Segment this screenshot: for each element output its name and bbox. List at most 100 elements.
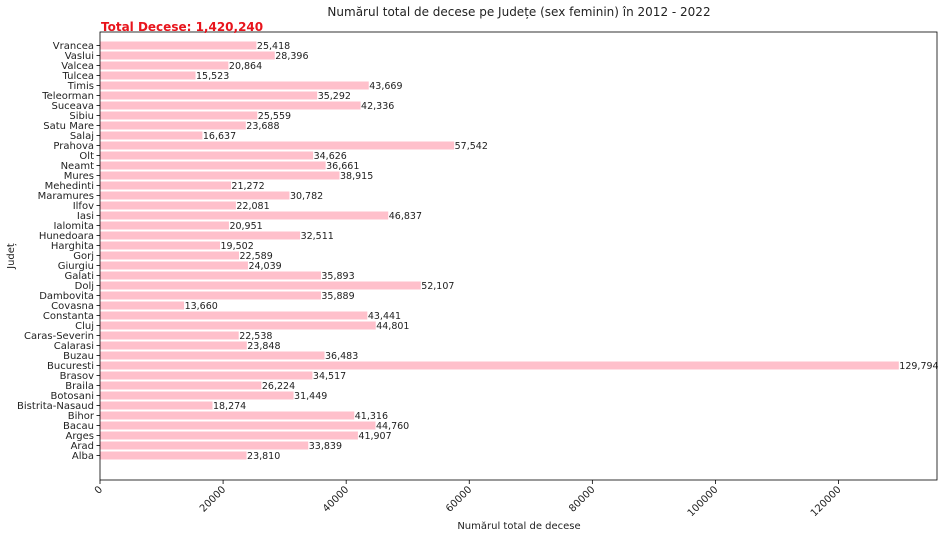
value-label: 44,760 [376,421,409,432]
y-tick-label: Braila [65,381,94,392]
x-tick-label: 40000 [321,484,351,514]
value-label: 18,274 [213,401,246,412]
value-label: 23,848 [247,341,280,352]
bar-cluj [100,321,376,330]
y-tick-label: Caras-Severin [24,331,94,342]
y-tick-label: Bacau [63,421,94,432]
value-label: 20,951 [229,221,262,232]
bar-caras-severin [100,331,239,340]
bar-giurgiu [100,261,248,270]
bar-bucuresti [100,361,899,370]
y-tick-label: Vaslui [65,51,94,62]
y-tick-label: Sibiu [69,111,94,122]
y-tick-label: Iasi [77,211,94,222]
y-tick-label: Prahova [53,141,94,152]
y-tick-label: Vrancea [53,41,94,52]
bar-hunedoara [100,231,301,240]
value-label: 32,511 [301,231,334,242]
bar-bistrita-nasaud [100,401,213,410]
bar-arges [100,431,358,440]
y-tick-label: Dolj [75,281,94,292]
bar-sibiu [100,111,258,120]
value-label: 25,418 [257,41,290,52]
value-label: 23,810 [247,451,280,462]
y-tick-label: Alba [72,451,94,462]
value-label: 24,039 [248,261,281,272]
value-label: 21,272 [231,181,264,192]
value-label: 31,449 [294,391,327,402]
total-annotation: Total Decese: 1,420,240 [101,20,263,34]
bar-iasi [100,211,389,220]
bar-vrancea [100,41,257,50]
value-label: 43,441 [368,311,401,322]
y-tick-label: Galati [65,271,94,282]
value-label: 129,794 [899,361,938,372]
value-label: 33,839 [309,441,342,452]
bar-mures [100,171,340,180]
value-label: 16,637 [203,131,236,142]
bar-braila [100,381,262,390]
bar-bacau [100,421,376,430]
value-label: 34,626 [314,151,347,162]
value-label: 35,292 [318,91,351,102]
y-tick-label: Gorj [73,251,94,262]
y-tick-label: Cluj [75,321,94,332]
value-label: 19,502 [221,241,254,252]
y-tick-label: Dambovita [39,291,94,302]
bar-harghita [100,241,221,250]
value-label: 42,336 [361,101,394,112]
bar-maramures [100,191,290,200]
y-tick-label: Calarasi [54,341,94,352]
bar-valcea [100,61,229,70]
y-tick-label: Neamt [61,161,95,172]
bar-bihor [100,411,355,420]
y-tick-label: Ialomita [53,221,94,232]
y-tick-label: Olt [79,151,94,162]
bar-dambovita [100,291,321,300]
y-tick-label: Covasna [51,301,94,312]
y-tick-label: Hunedoara [39,231,94,242]
bar-mehedinti [100,181,231,190]
x-tick-label: 60000 [444,484,474,514]
y-tick-label: Brasov [60,371,94,382]
bar-alba [100,451,247,460]
x-axis-title: Numărul total de decese [457,521,580,532]
value-label: 15,523 [196,71,229,82]
y-axis-title: Județ [6,243,17,270]
value-label: 46,837 [389,211,422,222]
value-label: 35,893 [321,271,354,282]
value-label: 25,559 [258,111,291,122]
bar-gorj [100,251,240,260]
y-tick-label: Arges [66,431,95,442]
bar-brasov [100,371,313,380]
value-label: 22,081 [236,201,269,212]
y-tick-label: Tulcea [62,71,94,82]
chart-title: Numărul total de decese pe Județe (sex f… [327,5,710,19]
y-tick-label: Bihor [68,411,95,422]
x-axis: 0 20000 40000 60000 80000 100000 120000 [93,480,844,519]
bar-botosani [100,391,294,400]
bar-dolj [100,281,421,290]
x-tick-label: 20000 [198,484,228,514]
y-tick-label: Mures [64,171,94,182]
value-label: 20,864 [229,61,262,72]
bar-galati [100,271,321,280]
value-label: 36,483 [325,351,358,362]
bar-vaslui [100,51,275,60]
x-tick-label: 0 [93,484,105,496]
y-tick-label: Buzau [63,351,94,362]
value-label: 57,542 [455,141,488,152]
bar-salaj [100,131,203,140]
value-label: 28,396 [275,51,308,62]
bar-buzau [100,351,325,360]
y-tick-label: Ilfov [73,201,94,212]
value-label: 22,538 [239,331,272,342]
bar-covasna [100,301,185,310]
y-tick-label: Teleorman [41,91,94,102]
value-label: 35,889 [321,291,354,302]
value-label: 38,915 [340,171,373,182]
x-tick-label: 100000 [686,484,721,519]
bar-teleorman [100,91,318,100]
